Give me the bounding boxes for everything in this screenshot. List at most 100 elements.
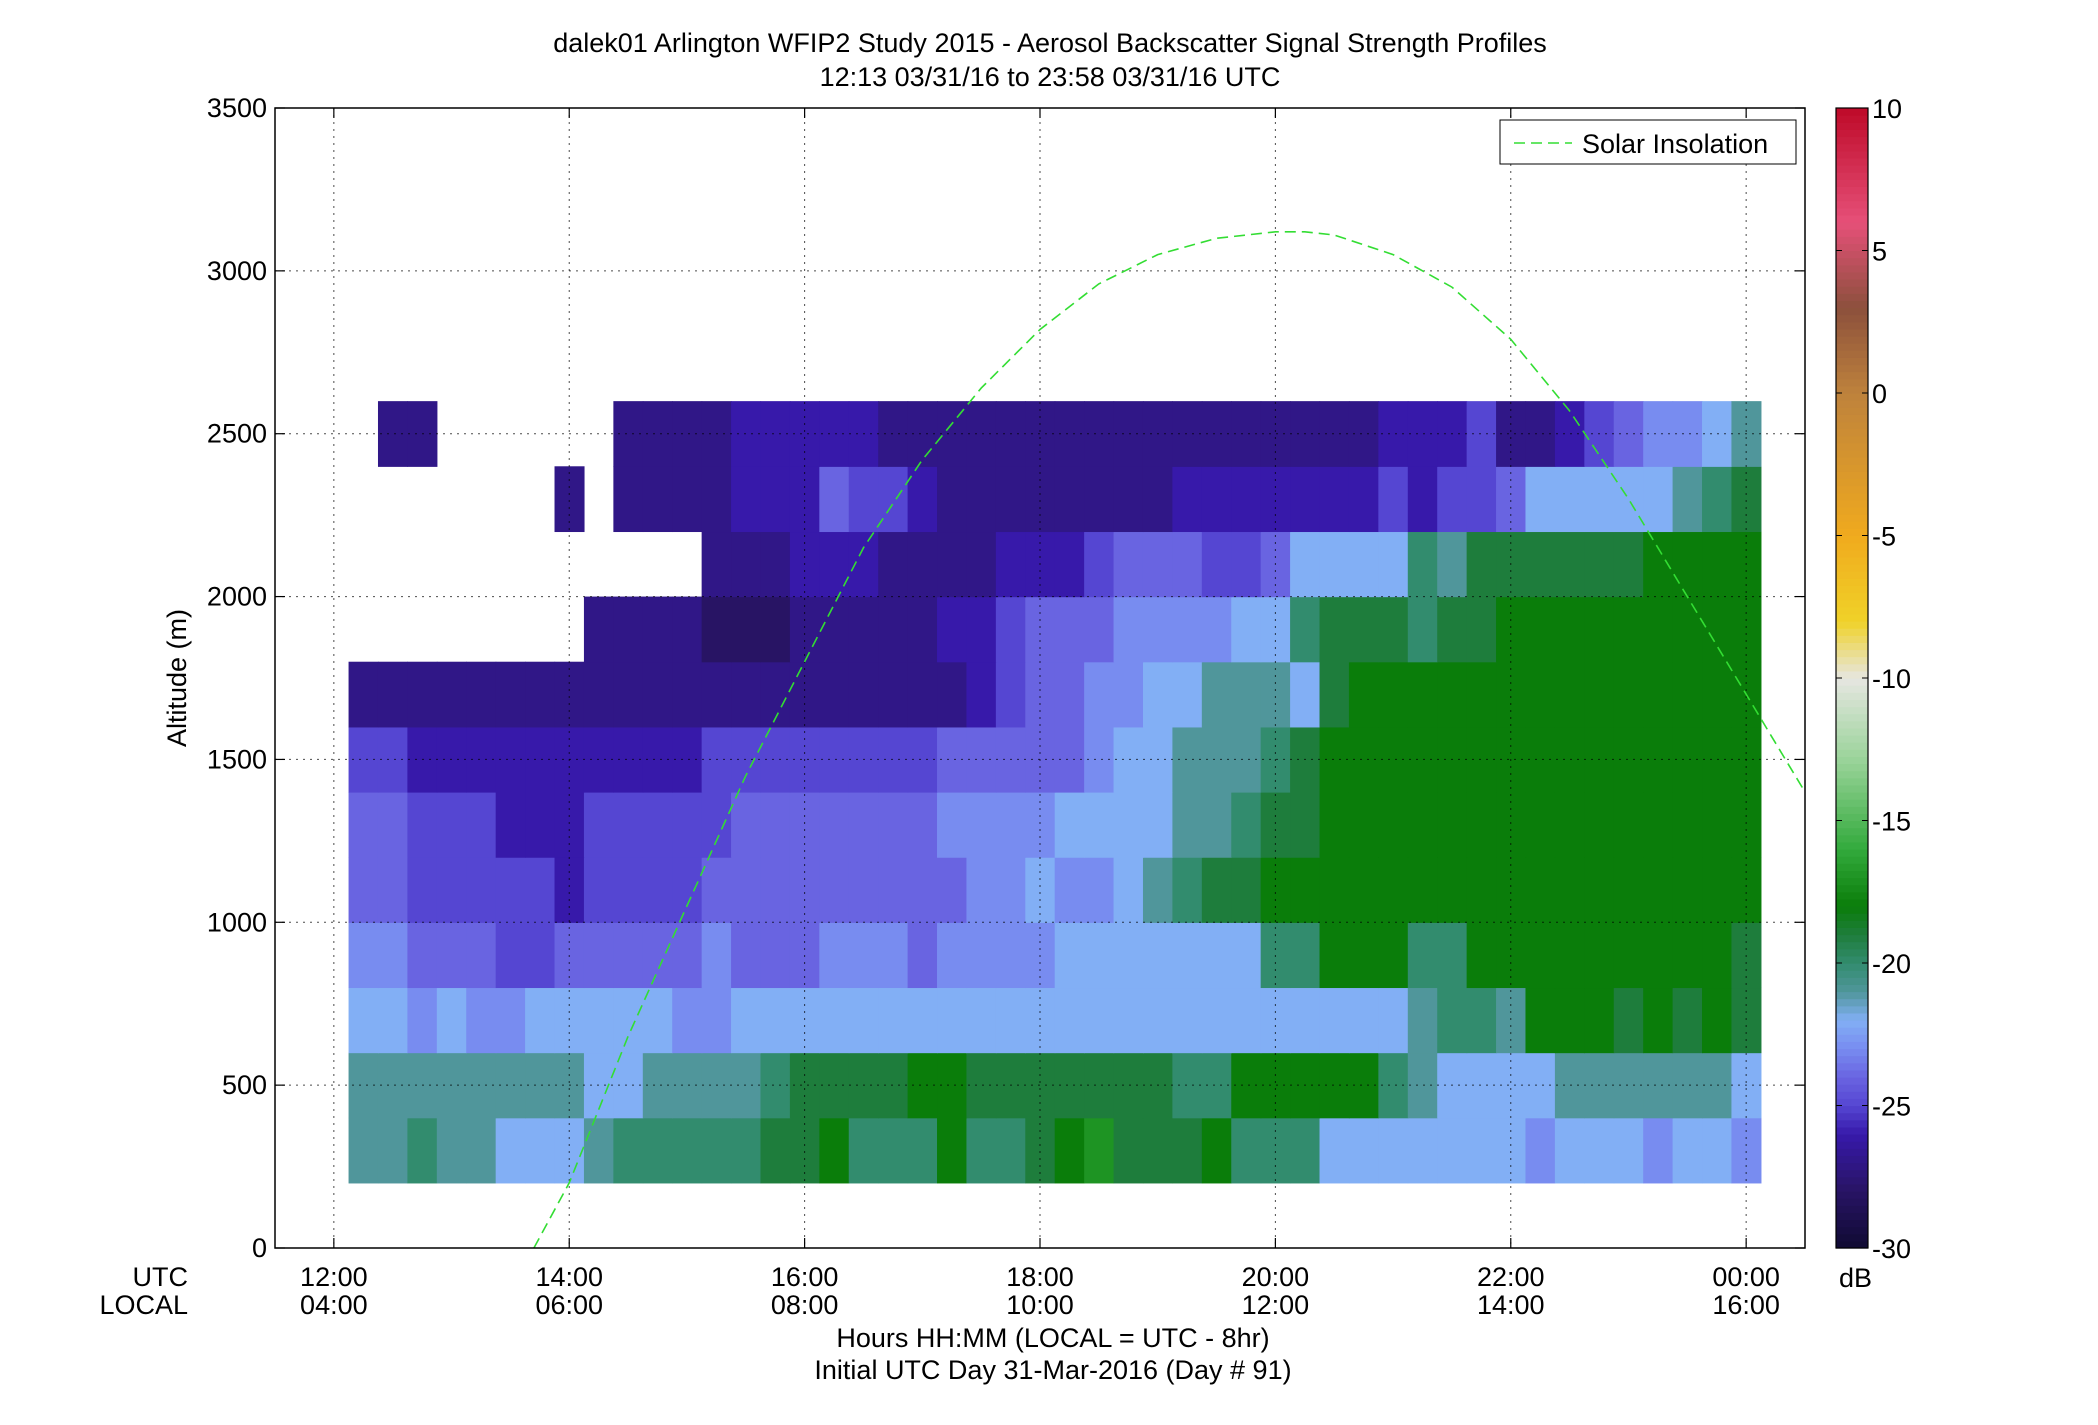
heatmap-cell [1643,466,1674,533]
x-tick-label-local: 04:00 [300,1290,368,1320]
colorbar-segment [1836,621,1868,629]
colorbar-segment [1836,955,1868,964]
colorbar-segment [1836,941,1868,950]
heatmap-cell [760,466,791,533]
heatmap-cell [613,1117,644,1184]
colorbar-segment [1836,193,1868,202]
heatmap-cell [642,596,673,663]
heatmap-cell [1496,857,1527,923]
colorbar-segment [1836,428,1868,437]
colorbar-segment [1836,378,1868,387]
heatmap-cell [907,661,938,728]
colorbar-segment [1836,492,1868,501]
heatmap-cell [1201,857,1232,923]
heatmap-cell [731,466,762,533]
colorbar-segment [1836,628,1868,636]
colorbar-tick-label: -30 [1872,1234,1911,1264]
heatmap-cell [377,401,409,467]
heatmap-cell [701,792,732,858]
heatmap-cell [525,726,556,793]
heatmap-cell [1466,401,1497,467]
colorbar-tick-label: -25 [1872,1092,1911,1122]
heatmap-cell [1025,596,1056,663]
colorbar-segment [1836,727,1868,736]
heatmap-cell [436,1117,467,1184]
colorbar-segment [1836,920,1868,928]
heatmap-cell [613,661,644,728]
y-tick-label: 2000 [207,582,267,612]
colorbar-segment [1836,991,1868,1000]
colorbar-segment [1836,471,1868,480]
heatmap-cell [937,1117,968,1184]
heatmap-cell [495,1117,526,1184]
heatmap-cell [1231,987,1262,1054]
heatmap-cell [1378,661,1409,728]
heatmap-cell [966,401,997,467]
heatmap-cell [1290,792,1321,858]
x-tick-label-utc: 18:00 [1006,1262,1074,1292]
y-axis-ticks: 0 500 1000 1500 2000 2500 3000 3500 [207,93,1805,1263]
heatmap-cell [966,1117,997,1184]
y-tick-label: 3000 [207,256,267,286]
colorbar-segment [1836,357,1868,366]
colorbar-unit-label: dB [1839,1263,1872,1293]
heatmap-cell [937,792,968,858]
colorbar-segment [1836,250,1868,259]
heatmap-cell [407,792,438,858]
heatmap-cell [1084,661,1115,728]
heatmap-cell [377,661,409,728]
heatmap-cell [907,466,938,533]
heatmap-cell [495,661,526,728]
heatmap-cell [966,987,997,1054]
colorbar-segment [1836,934,1868,943]
heatmap-cell [1290,857,1321,923]
colorbar-segment [1836,1226,1868,1235]
heatmap-cell [1172,596,1203,663]
heatmap-cell [1702,792,1733,858]
heatmap-cell [377,792,409,858]
heatmap-cell [407,922,438,989]
heatmap-cell [819,661,850,728]
heatmap-cell [1702,987,1733,1054]
heatmap-cell [466,726,497,793]
heatmap-cell [1407,987,1438,1054]
colorbar-segment [1836,485,1868,494]
heatmap-cell [1643,661,1674,728]
heatmap-cell [436,987,467,1054]
colorbar-segment [1836,300,1868,309]
colorbar-segment [1836,257,1868,266]
heatmap-cell [1348,596,1379,663]
colorbar-segment [1836,1020,1868,1028]
heatmap-cell [1466,596,1497,663]
heatmap-cell [701,596,732,663]
heatmap-cell [1260,1052,1291,1119]
colorbar-segment [1836,884,1868,893]
heatmap-cell [1172,1117,1203,1184]
heatmap-cell [525,922,556,989]
heatmap-cell [701,1117,732,1184]
heatmap-cell [1672,987,1703,1054]
heatmap-cell [848,596,879,663]
colorbar-segment [1836,393,1868,401]
heatmap-cell [1348,661,1379,728]
heatmap-cell [819,466,850,533]
heatmap-cell [1319,922,1350,989]
heatmap-cell [1466,466,1497,533]
heatmap-cell [1319,987,1350,1054]
colorbar-segment [1836,977,1868,985]
colorbar-segment [1836,1098,1868,1107]
colorbar-segment [1836,507,1868,515]
colorbar-segment [1836,806,1868,814]
heatmap-cell [1054,1117,1085,1184]
x-axis-ticks: 12:0004:0014:0006:0016:0008:0018:0010:00… [300,108,1780,1320]
heatmap-cell [966,596,997,663]
colorbar-segment [1836,243,1868,252]
heatmap-cell [1113,531,1144,598]
heatmap-cell [760,596,791,663]
heatmap-cell [525,1052,556,1119]
heatmap-cell [1201,596,1232,663]
heatmap-cell [1525,792,1556,858]
colorbar-segment [1836,613,1868,622]
heatmap-cell [1113,1117,1144,1184]
heatmap-cell [1584,466,1615,533]
